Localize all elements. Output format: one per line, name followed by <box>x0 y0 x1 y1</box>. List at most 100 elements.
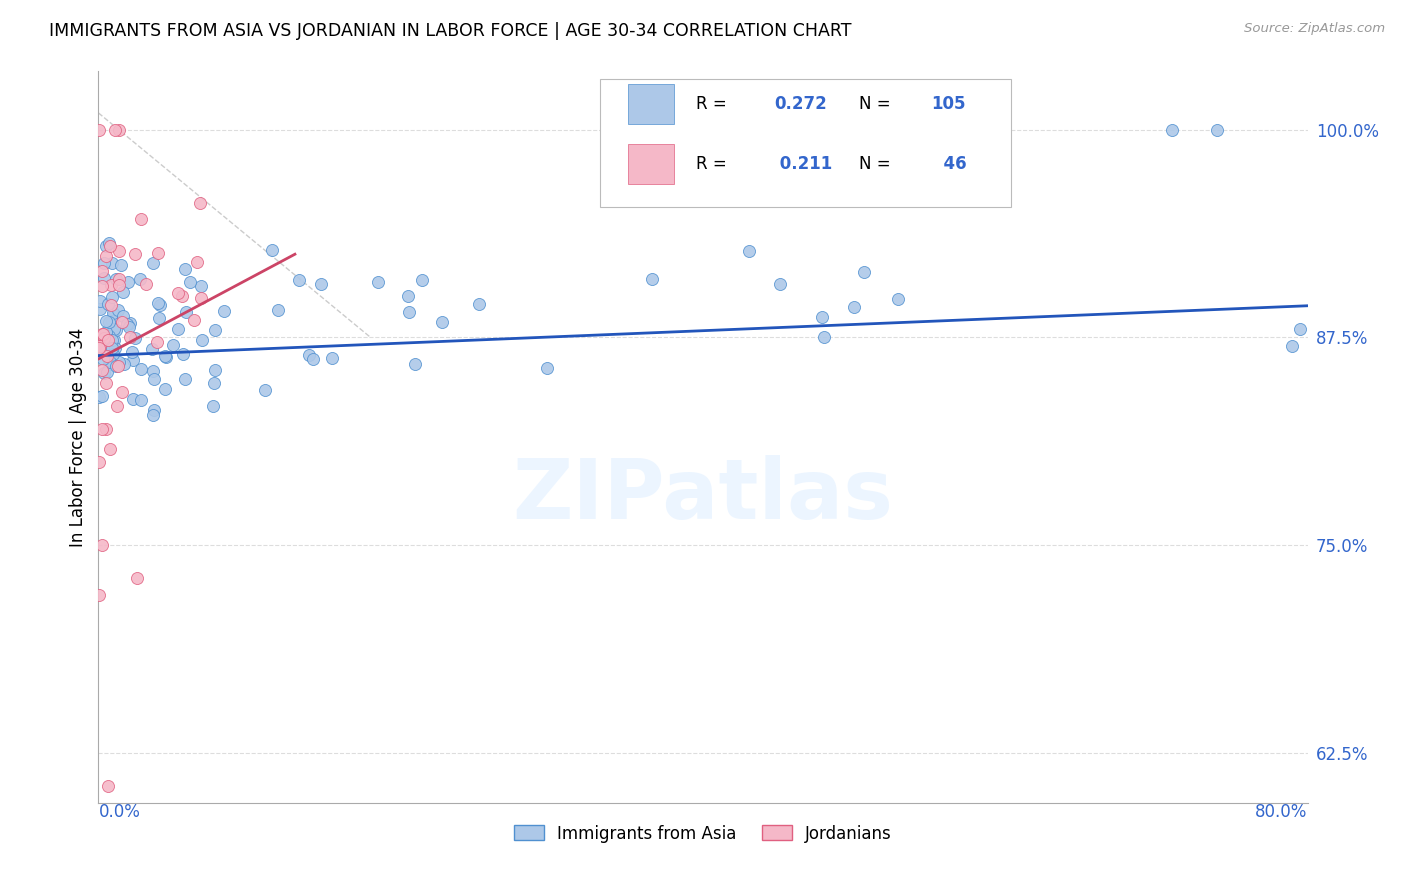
Point <box>101 333 124 347</box>
Point <box>115 317 138 331</box>
Text: N =: N = <box>859 95 896 112</box>
Point <box>309 277 332 292</box>
Point <box>91 264 114 278</box>
Point <box>104 342 127 356</box>
Point <box>396 289 419 303</box>
Point <box>96 365 118 379</box>
Point <box>186 255 208 269</box>
Point <box>148 310 170 325</box>
Text: 0.211: 0.211 <box>775 155 832 173</box>
Point <box>90 327 112 342</box>
Point <box>108 277 131 292</box>
Point <box>135 277 157 292</box>
Point <box>117 275 139 289</box>
Point <box>262 244 284 258</box>
Point <box>89 338 111 352</box>
Point <box>155 382 177 396</box>
Point <box>90 388 112 402</box>
Point <box>148 295 170 310</box>
Point <box>172 347 194 361</box>
Point <box>105 399 128 413</box>
Point <box>129 392 152 407</box>
Point <box>190 195 212 210</box>
Point <box>94 422 117 436</box>
Point <box>111 309 134 323</box>
Point <box>253 384 276 398</box>
Point <box>212 303 235 318</box>
Point <box>91 279 114 293</box>
Point <box>1206 122 1229 136</box>
Point <box>93 366 115 380</box>
Point <box>101 314 124 328</box>
Point <box>97 779 120 793</box>
Point <box>204 323 226 337</box>
Point <box>124 331 146 345</box>
Point <box>98 328 121 343</box>
Point <box>155 349 177 363</box>
Point <box>146 246 169 260</box>
Point <box>107 122 129 136</box>
Point <box>89 122 111 136</box>
Point <box>101 289 124 303</box>
Point <box>404 358 426 372</box>
Text: N =: N = <box>859 155 896 173</box>
Point <box>112 357 135 371</box>
Point <box>96 349 118 363</box>
Point <box>112 285 135 299</box>
Point <box>94 344 117 359</box>
Point <box>87 390 110 404</box>
Point <box>87 341 110 355</box>
Point <box>142 409 165 423</box>
Text: 0.0%: 0.0% <box>98 803 141 821</box>
Point <box>94 325 117 339</box>
Point <box>100 255 122 269</box>
Point <box>167 322 190 336</box>
Text: IMMIGRANTS FROM ASIA VS JORDANIAN IN LABOR FORCE | AGE 30-34 CORRELATION CHART: IMMIGRANTS FROM ASIA VS JORDANIAN IN LAB… <box>49 22 852 40</box>
Point <box>118 316 141 330</box>
Point <box>852 265 875 279</box>
Point <box>1160 122 1182 136</box>
Point <box>886 292 908 306</box>
Point <box>93 255 115 269</box>
Point <box>103 307 125 321</box>
Point <box>267 303 290 318</box>
Point <box>101 347 124 361</box>
Point <box>148 298 170 312</box>
Text: 46: 46 <box>932 155 966 173</box>
Point <box>91 538 114 552</box>
Point <box>91 422 114 436</box>
Point <box>321 351 343 366</box>
Point <box>104 122 127 136</box>
Point <box>398 305 420 319</box>
Text: ZIPatlas: ZIPatlas <box>513 455 893 536</box>
Point <box>94 249 117 263</box>
Point <box>174 262 197 277</box>
Point <box>98 442 121 456</box>
Point <box>204 362 226 376</box>
Text: R =: R = <box>696 95 731 112</box>
Point <box>108 272 131 286</box>
Point <box>91 326 114 341</box>
Point <box>143 403 166 417</box>
Point <box>769 277 792 291</box>
Point <box>166 285 188 300</box>
Point <box>191 333 214 347</box>
Point <box>104 272 127 286</box>
Point <box>190 291 212 305</box>
Legend: Immigrants from Asia, Jordanians: Immigrants from Asia, Jordanians <box>508 818 898 849</box>
Point <box>641 272 664 286</box>
Point <box>411 272 433 286</box>
Point <box>87 588 110 602</box>
Point <box>103 322 125 336</box>
Point <box>1289 322 1312 336</box>
Point <box>146 334 169 349</box>
Text: Source: ZipAtlas.com: Source: ZipAtlas.com <box>1244 22 1385 36</box>
Point <box>89 294 111 309</box>
Point <box>298 348 321 362</box>
Point <box>128 272 150 286</box>
Point <box>93 270 115 285</box>
Point <box>100 278 122 293</box>
Point <box>432 315 454 329</box>
Text: R =: R = <box>696 155 731 173</box>
Point <box>111 314 134 328</box>
